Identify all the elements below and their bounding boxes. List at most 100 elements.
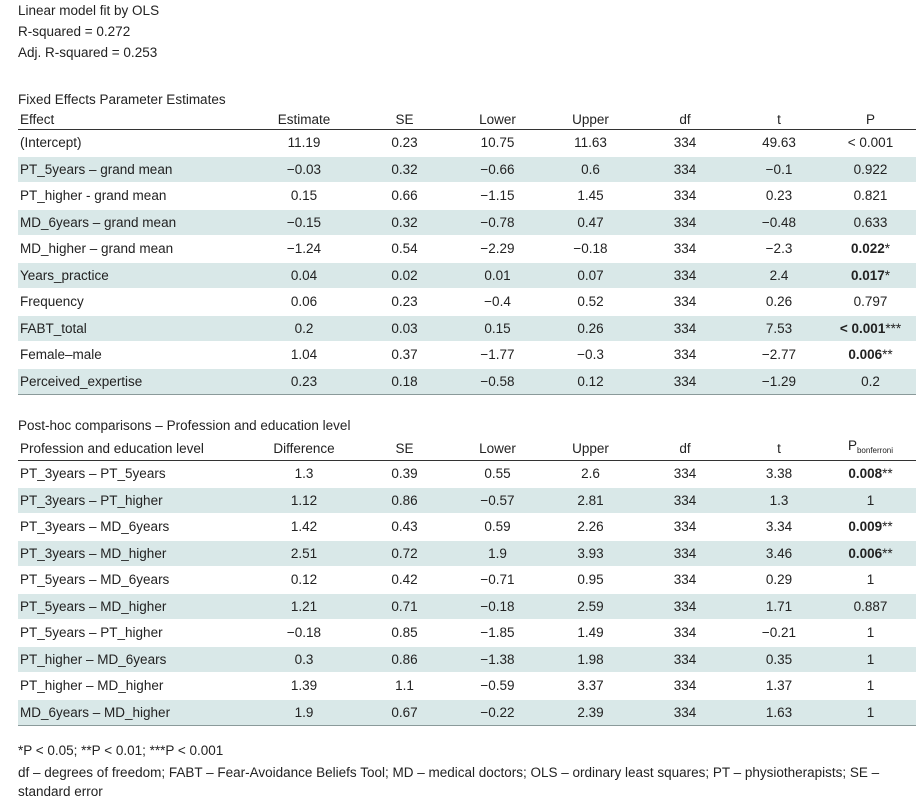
cell-lower: −1.77 <box>451 341 544 369</box>
cell-t: −1.29 <box>733 368 825 395</box>
header-effect: Effect <box>18 110 250 130</box>
cell-upper: −0.3 <box>544 341 637 369</box>
p-value: 1 <box>866 625 875 641</box>
cell-upper: 1.98 <box>544 646 637 673</box>
cell-se: 0.67 <box>358 699 451 726</box>
cell-effect: PT_3years – MD_higher <box>18 540 250 567</box>
p-value: 0.022 <box>850 241 885 257</box>
cell-se: 0.32 <box>358 156 451 183</box>
cell-lower: −0.59 <box>451 672 544 700</box>
cell-effect: PT_3years – MD_6years <box>18 513 250 541</box>
significance-stars: ** <box>882 466 893 482</box>
cell-se: 0.72 <box>358 540 451 567</box>
p-value: 0.633 <box>853 214 888 230</box>
cell-upper: 2.26 <box>544 513 637 541</box>
cell-df: 334 <box>637 156 733 183</box>
cell-t: 0.26 <box>733 288 825 316</box>
cell-se: 0.42 <box>358 566 451 594</box>
cell-se: 0.85 <box>358 619 451 647</box>
header-upper: Upper <box>544 110 637 130</box>
cell-df: 334 <box>637 209 733 236</box>
cell-effect: Female–male <box>18 341 250 369</box>
cell-estimate: −0.03 <box>250 156 358 183</box>
cell-se: 1.1 <box>358 672 451 700</box>
cell-lower: −0.57 <box>451 487 544 514</box>
cell-effect: MD_higher – grand mean <box>18 235 250 263</box>
p-value: 0.2 <box>861 373 880 389</box>
cell-lower: 0.55 <box>451 460 544 488</box>
cell-p: 0.017* <box>825 262 916 289</box>
cell-estimate: 1.21 <box>250 593 358 620</box>
table-notes: *P < 0.05; **P < 0.01; ***P < 0.001 df –… <box>18 741 916 801</box>
cell-lower: −0.58 <box>451 368 544 395</box>
header-lower: Lower <box>451 110 544 130</box>
p-value: 1 <box>866 678 875 694</box>
cell-se: 0.39 <box>358 460 451 488</box>
cell-t: 1.63 <box>733 699 825 726</box>
cell-upper: 3.37 <box>544 672 637 700</box>
cell-p: 0.022* <box>825 235 916 263</box>
cell-estimate: −0.15 <box>250 209 358 236</box>
cell-t: 2.4 <box>733 262 825 289</box>
cell-p: 0.922 <box>825 156 916 183</box>
cell-t: 1.3 <box>733 487 825 514</box>
significance-stars: ** <box>882 545 893 561</box>
p-value: 0.009 <box>848 519 883 535</box>
significance-stars: ** <box>882 519 893 535</box>
header-df: df <box>637 436 733 461</box>
significance-stars: * <box>884 241 891 257</box>
p-value: < 0.001 <box>847 135 894 151</box>
table-row: MD_higher – grand mean −1.24 0.54 −2.29 −0.1… <box>18 235 916 263</box>
cell-df: 334 <box>637 182 733 210</box>
cell-se: 0.02 <box>358 262 451 289</box>
header-difference: Difference <box>250 436 358 461</box>
fixed-effects-body: (Intercept) 11.19 0.23 10.75 11.63 334 49.63 < … <box>18 129 916 395</box>
cell-lower: −0.4 <box>451 288 544 316</box>
significance-stars: *** <box>885 320 902 336</box>
cell-df: 334 <box>637 341 733 369</box>
cell-estimate: 1.3 <box>250 460 358 488</box>
cell-t: −0.1 <box>733 156 825 183</box>
cell-upper: 0.47 <box>544 209 637 236</box>
table-row: Female–male 1.04 0.37 −1.77 −0.3 334 −2.77 0.00… <box>18 341 916 369</box>
header-comparison: Profession and education level <box>18 436 250 461</box>
header-p: P <box>825 110 916 130</box>
table-row: MD_6years – MD_higher 1.9 0.67 −0.22 2.39 334… <box>18 699 916 726</box>
cell-se: 0.32 <box>358 209 451 236</box>
posthoc-title: Post-hoc comparisons – Profession and ed… <box>18 418 351 433</box>
cell-df: 334 <box>637 262 733 289</box>
cell-p: 1 <box>825 487 916 514</box>
cell-df: 334 <box>637 129 733 157</box>
cell-df: 334 <box>637 460 733 488</box>
cell-t: −2.3 <box>733 235 825 263</box>
cell-p: 0.006** <box>825 540 916 567</box>
table-header-row: Effect Estimate SE Lower Upper df t P <box>18 110 916 130</box>
table-row: PT_3years – MD_higher 2.51 0.72 1.9 3.93 334 3… <box>18 540 916 567</box>
cell-lower: −0.78 <box>451 209 544 236</box>
p-value: 1 <box>866 704 875 720</box>
cell-estimate: 0.12 <box>250 566 358 594</box>
cell-t: 7.53 <box>733 315 825 342</box>
header-lower: Lower <box>451 436 544 461</box>
table-row: Years_practice 0.04 0.02 0.01 0.07 334 2.4 0.01… <box>18 262 916 289</box>
cell-effect: MD_6years – MD_higher <box>18 699 250 726</box>
cell-df: 334 <box>637 646 733 673</box>
header-estimate: Estimate <box>250 110 358 130</box>
table-row: PT_5years – MD_higher 1.21 0.71 −0.18 2.59 33… <box>18 593 916 620</box>
cell-p: 0.633 <box>825 209 916 236</box>
cell-df: 334 <box>637 619 733 647</box>
p-value: 0.006 <box>848 347 883 363</box>
cell-t: −2.77 <box>733 341 825 369</box>
table-row: PT_3years – PT_5years 1.3 0.39 0.55 2.6 334 3.… <box>18 460 916 488</box>
cell-t: 1.37 <box>733 672 825 700</box>
cell-lower: 0.59 <box>451 513 544 541</box>
cell-effect: MD_6years – grand mean <box>18 209 250 236</box>
cell-se: 0.43 <box>358 513 451 541</box>
cell-lower: −0.22 <box>451 699 544 726</box>
cell-df: 334 <box>637 368 733 395</box>
cell-lower: −1.38 <box>451 646 544 673</box>
model-description: Linear model fit by OLS <box>18 3 160 18</box>
cell-effect: PT_5years – grand mean <box>18 156 250 183</box>
cell-lower: −0.71 <box>451 566 544 594</box>
r-squared: R-squared = 0.272 <box>18 24 131 39</box>
